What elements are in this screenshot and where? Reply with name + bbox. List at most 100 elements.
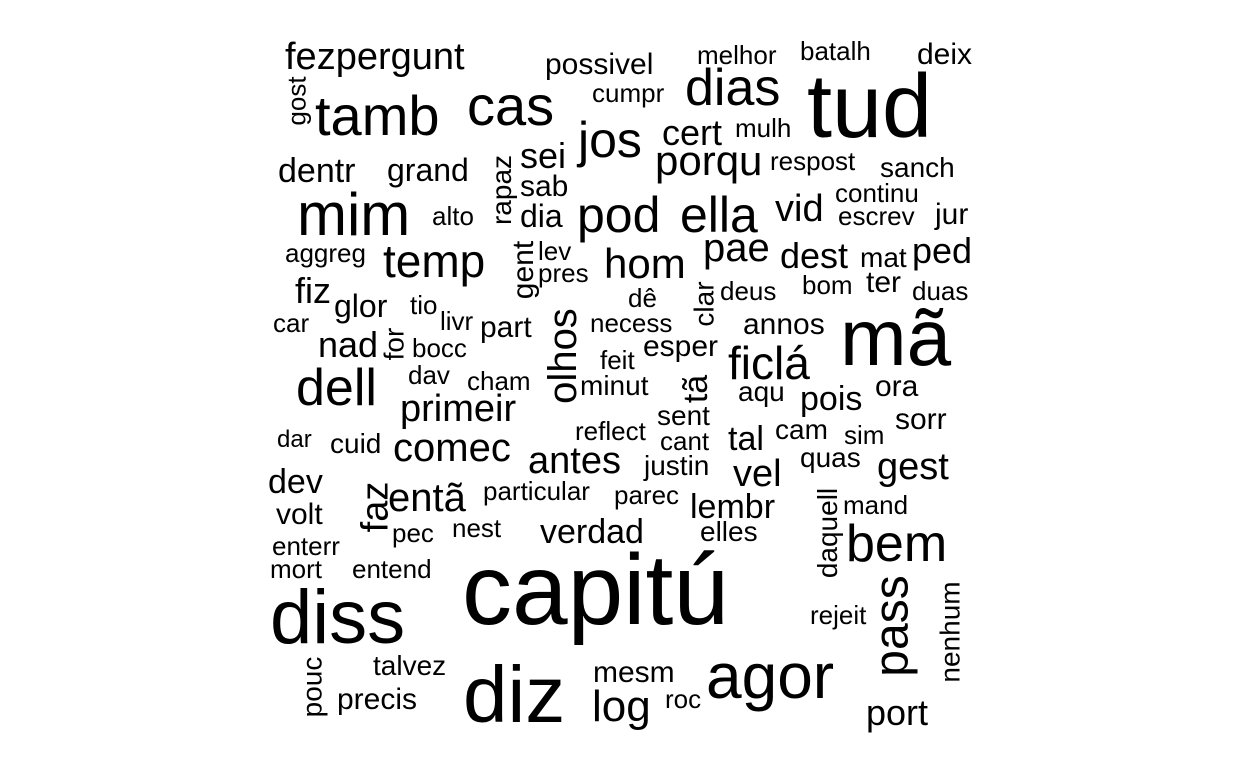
word: mim [297, 181, 411, 248]
word: pec [392, 518, 434, 548]
word: pois [800, 380, 863, 418]
word: ora [875, 370, 919, 403]
word: cant [660, 426, 710, 456]
word: jur [935, 198, 969, 231]
word: verdad [540, 513, 644, 551]
word: diss [270, 575, 406, 660]
word: port [866, 692, 929, 733]
word: part [480, 311, 532, 344]
word: fezpergunt [285, 36, 465, 78]
word: reflect [575, 416, 646, 446]
word: capitú [462, 534, 729, 646]
word: tamb [315, 84, 440, 147]
word: sent [657, 400, 710, 431]
word: parec [614, 480, 680, 510]
word: pass [865, 575, 919, 677]
word: cam [775, 414, 828, 445]
word: batalh [800, 36, 871, 66]
word: dentr [278, 152, 356, 190]
word: pres [538, 258, 589, 288]
word: nenhum [934, 581, 966, 683]
word: jos [578, 112, 642, 168]
word: aqu [738, 376, 785, 407]
word: feit [600, 345, 635, 375]
word: livr [440, 306, 474, 336]
word: daquell [812, 487, 844, 579]
word: rapaz [486, 154, 518, 226]
word: cuid [330, 428, 382, 459]
word: respost [770, 146, 856, 176]
word: for [378, 327, 410, 361]
word: pouc [296, 656, 328, 718]
word: esper [643, 330, 719, 363]
word: sab [520, 170, 569, 203]
word: dê [628, 283, 657, 313]
word: minut [580, 370, 649, 401]
word: cas [467, 74, 555, 137]
word: entend [352, 554, 432, 584]
word: dar [277, 426, 312, 453]
word: ter [866, 266, 902, 299]
word: quas [800, 442, 861, 473]
word: porqu [655, 137, 763, 184]
word: mesm [593, 656, 675, 689]
word: mã [840, 293, 952, 382]
word: roc [665, 684, 702, 714]
word: deus [720, 276, 777, 306]
word: dav [408, 360, 450, 390]
word: faz [354, 481, 397, 533]
word: entã [388, 476, 466, 520]
word: elles [700, 516, 758, 547]
word: bem [846, 515, 948, 573]
word: bom [802, 270, 853, 300]
word: talvez [373, 650, 447, 681]
word: precis [337, 683, 418, 716]
word: sim [844, 420, 885, 450]
word: duas [912, 276, 969, 306]
word: dia [520, 198, 563, 234]
word: sei [520, 135, 567, 176]
word: necess [590, 308, 673, 338]
word: ella [680, 187, 758, 243]
word: primeir [400, 388, 517, 430]
word: gent [507, 240, 541, 300]
word: annos [743, 308, 825, 341]
word: possivel [545, 48, 654, 81]
word: sorr [895, 403, 947, 436]
word: temp [383, 235, 486, 287]
word: olhos [540, 308, 585, 404]
word: hom [604, 240, 686, 287]
word: escrev [838, 201, 915, 231]
word: cert [662, 112, 723, 153]
word: dest [780, 235, 849, 276]
word: mat [860, 242, 907, 273]
word: diz [463, 650, 566, 739]
word: justin [644, 450, 710, 481]
word: glor [334, 288, 388, 324]
word: tal [728, 420, 764, 458]
word: pod [577, 187, 661, 243]
word: antes [528, 440, 621, 482]
word: mand [843, 490, 909, 520]
word: aggreg [285, 238, 366, 268]
word: ped [912, 230, 973, 271]
word: volt [276, 498, 323, 531]
word: vel [733, 453, 782, 495]
word: gost [281, 76, 312, 126]
word: bocc [412, 333, 467, 363]
word: lembr [690, 488, 776, 526]
word: mort [270, 554, 322, 584]
word: nad [318, 324, 379, 365]
word: sanch [880, 152, 955, 183]
word: car [273, 308, 310, 338]
word: deix [917, 38, 973, 71]
word: agor [706, 640, 835, 712]
word: ficlá [728, 337, 810, 389]
word: cham [467, 366, 531, 396]
word: continu [835, 178, 919, 208]
word: tio [410, 290, 438, 320]
word: vid [775, 188, 824, 230]
word: dev [268, 463, 323, 501]
word: nest [452, 513, 502, 543]
